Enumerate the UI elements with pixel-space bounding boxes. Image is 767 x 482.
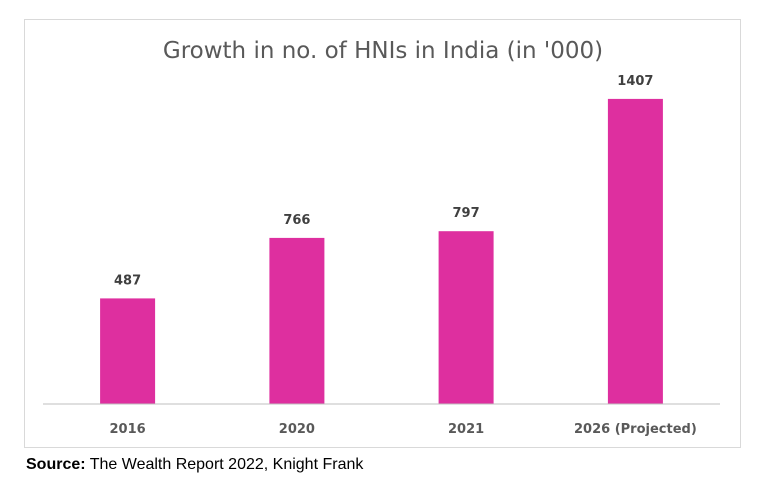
source-label: Source: [26, 456, 86, 473]
x-tick-label: 2016 [110, 422, 146, 437]
bar-chart: Growth in no. of HNIs in India (in '000)… [43, 38, 720, 437]
x-tick-label: 2021 [448, 422, 484, 437]
bar-2020 [269, 237, 325, 404]
x-tick-label: 2026 (Projected) [574, 422, 697, 437]
x-tick-label: 2020 [279, 422, 315, 437]
data-label: 797 [453, 206, 480, 221]
source-note: Source: The Wealth Report 2022, Knight F… [26, 456, 363, 474]
bar-2021 [438, 231, 494, 404]
bar-2026-projected [607, 98, 663, 405]
bar-2016 [100, 298, 156, 404]
data-label: 1407 [617, 74, 653, 89]
data-label: 766 [283, 213, 310, 228]
source-text: The Wealth Report 2022, Knight Frank [85, 456, 364, 473]
data-label: 487 [114, 273, 141, 288]
bars-group: 487 2016 766 2020 797 2021 1407 2026 (Projected… [100, 74, 697, 437]
chart-title: Growth in no. of HNIs in India (in '000) [163, 38, 603, 64]
